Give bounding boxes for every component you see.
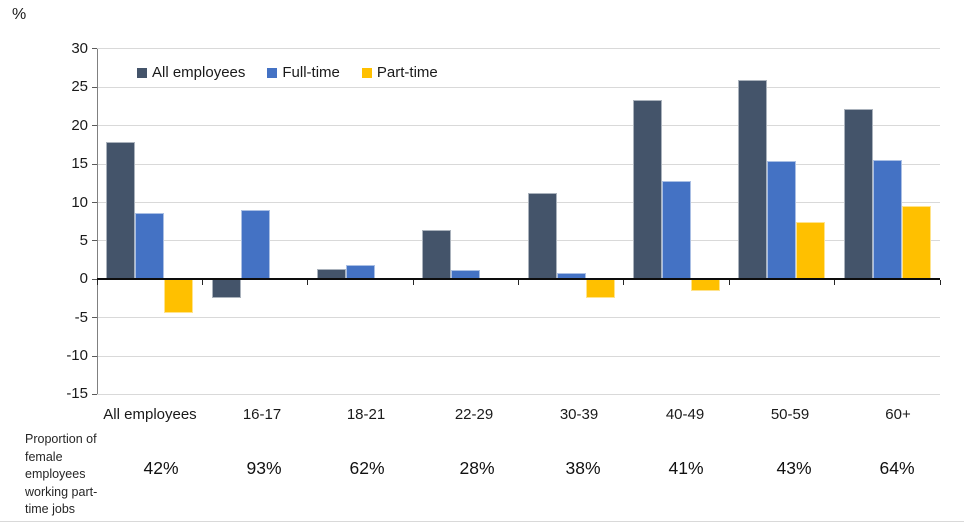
x-axis-tick <box>939 280 941 286</box>
x-axis-tick <box>96 280 98 286</box>
proportion-value: 62% <box>349 458 385 478</box>
proportion-row-label: Proportion of female employees working p… <box>25 432 98 516</box>
y-axis-tick <box>92 202 97 204</box>
y-axis-tick <box>92 163 97 165</box>
x-axis-tick <box>307 280 309 286</box>
y-axis-tick <box>92 355 97 357</box>
bar-all-employees <box>106 141 136 280</box>
gridline <box>97 86 940 88</box>
bar-part-time <box>901 205 931 280</box>
gridline <box>97 202 940 204</box>
proportion-value: 42% <box>143 458 179 478</box>
legend-item-part-time: Part-time <box>361 64 438 81</box>
bar-part-time <box>585 279 615 299</box>
bar-full-time <box>662 181 692 280</box>
y-tick-label: 30 <box>71 39 88 57</box>
y-axis-tick <box>92 240 97 242</box>
gridline <box>97 355 940 357</box>
y-axis-tick <box>92 393 97 395</box>
proportion-value: 41% <box>668 458 704 478</box>
x-axis-label: 30-39 <box>559 406 599 423</box>
x-axis-label: 50-59 <box>770 406 810 423</box>
x-axis-label: 22-29 <box>454 406 494 423</box>
y-tick-label: 0 <box>79 270 88 288</box>
x-axis-tick <box>623 280 625 286</box>
gridline <box>97 393 940 395</box>
proportion-value: 93% <box>246 458 282 478</box>
gridline <box>97 163 940 165</box>
y-axis-tick <box>92 48 97 50</box>
bar-full-time <box>240 210 270 280</box>
bar-all-employees <box>633 99 663 280</box>
legend-label: Full-time <box>282 64 340 81</box>
gridline <box>97 317 940 319</box>
legend-label: All employees <box>152 64 246 81</box>
gridline <box>97 125 940 127</box>
proportion-value: 64% <box>879 458 915 478</box>
gridline <box>97 240 940 242</box>
y-axis-tick <box>92 317 97 319</box>
bar-all-employees <box>527 192 557 280</box>
gridline <box>97 48 940 50</box>
y-tick-label: 20 <box>71 116 88 134</box>
bar-all-employees <box>738 79 768 280</box>
legend-item-full-time: Full-time <box>267 64 340 81</box>
y-axis-tick <box>92 125 97 127</box>
legend-item-all-employees: All employees <box>137 64 245 81</box>
bar-all-employees <box>422 230 452 280</box>
x-axis-tick <box>201 280 203 286</box>
x-axis-label: 18-21 <box>346 406 386 423</box>
y-axis-line <box>96 48 98 395</box>
bar-part-time <box>796 221 826 280</box>
legend-swatch-part-time <box>361 67 372 78</box>
x-axis-label: 60+ <box>885 406 911 423</box>
legend-swatch-all-employees <box>137 67 147 78</box>
x-axis-tick <box>728 280 730 286</box>
x-axis-tick <box>412 280 414 286</box>
y-tick-label: -15 <box>66 385 88 403</box>
x-axis-tick <box>834 280 836 286</box>
y-tick-label: 25 <box>71 78 88 96</box>
y-axis-tick <box>92 86 97 88</box>
proportion-value: 43% <box>776 458 812 478</box>
bar-part-time <box>164 279 194 314</box>
bar-full-time <box>135 213 165 280</box>
bar-part-time <box>691 279 721 291</box>
bar-full-time <box>767 161 797 280</box>
bar-full-time <box>345 264 375 280</box>
y-tick-label: -5 <box>74 308 88 326</box>
y-tick-label: 5 <box>79 231 88 249</box>
y-axis-unit-label: % <box>12 6 27 23</box>
x-axis-label: 16-17 <box>242 406 282 423</box>
legend-swatch-full-time <box>267 67 278 78</box>
x-axis-label: 40-49 <box>665 406 705 423</box>
x-axis-tick <box>518 280 519 286</box>
legend: All employees Full-time Part-time <box>137 64 438 81</box>
y-tick-label: 10 <box>71 193 88 211</box>
proportion-value: 28% <box>459 458 495 478</box>
bar-all-employees <box>843 108 873 280</box>
proportion-value: 38% <box>565 458 601 478</box>
x-axis-label: All employees <box>103 406 197 423</box>
y-tick-label: 15 <box>71 155 88 173</box>
bar-all-employees <box>211 279 241 298</box>
y-tick-label: -10 <box>66 347 88 365</box>
y-axis-tick <box>92 278 97 280</box>
bar-full-time <box>872 159 902 280</box>
legend-label: Part-time <box>376 64 438 81</box>
x-axis-zero-line <box>97 278 940 281</box>
bottom-divider <box>0 521 964 522</box>
